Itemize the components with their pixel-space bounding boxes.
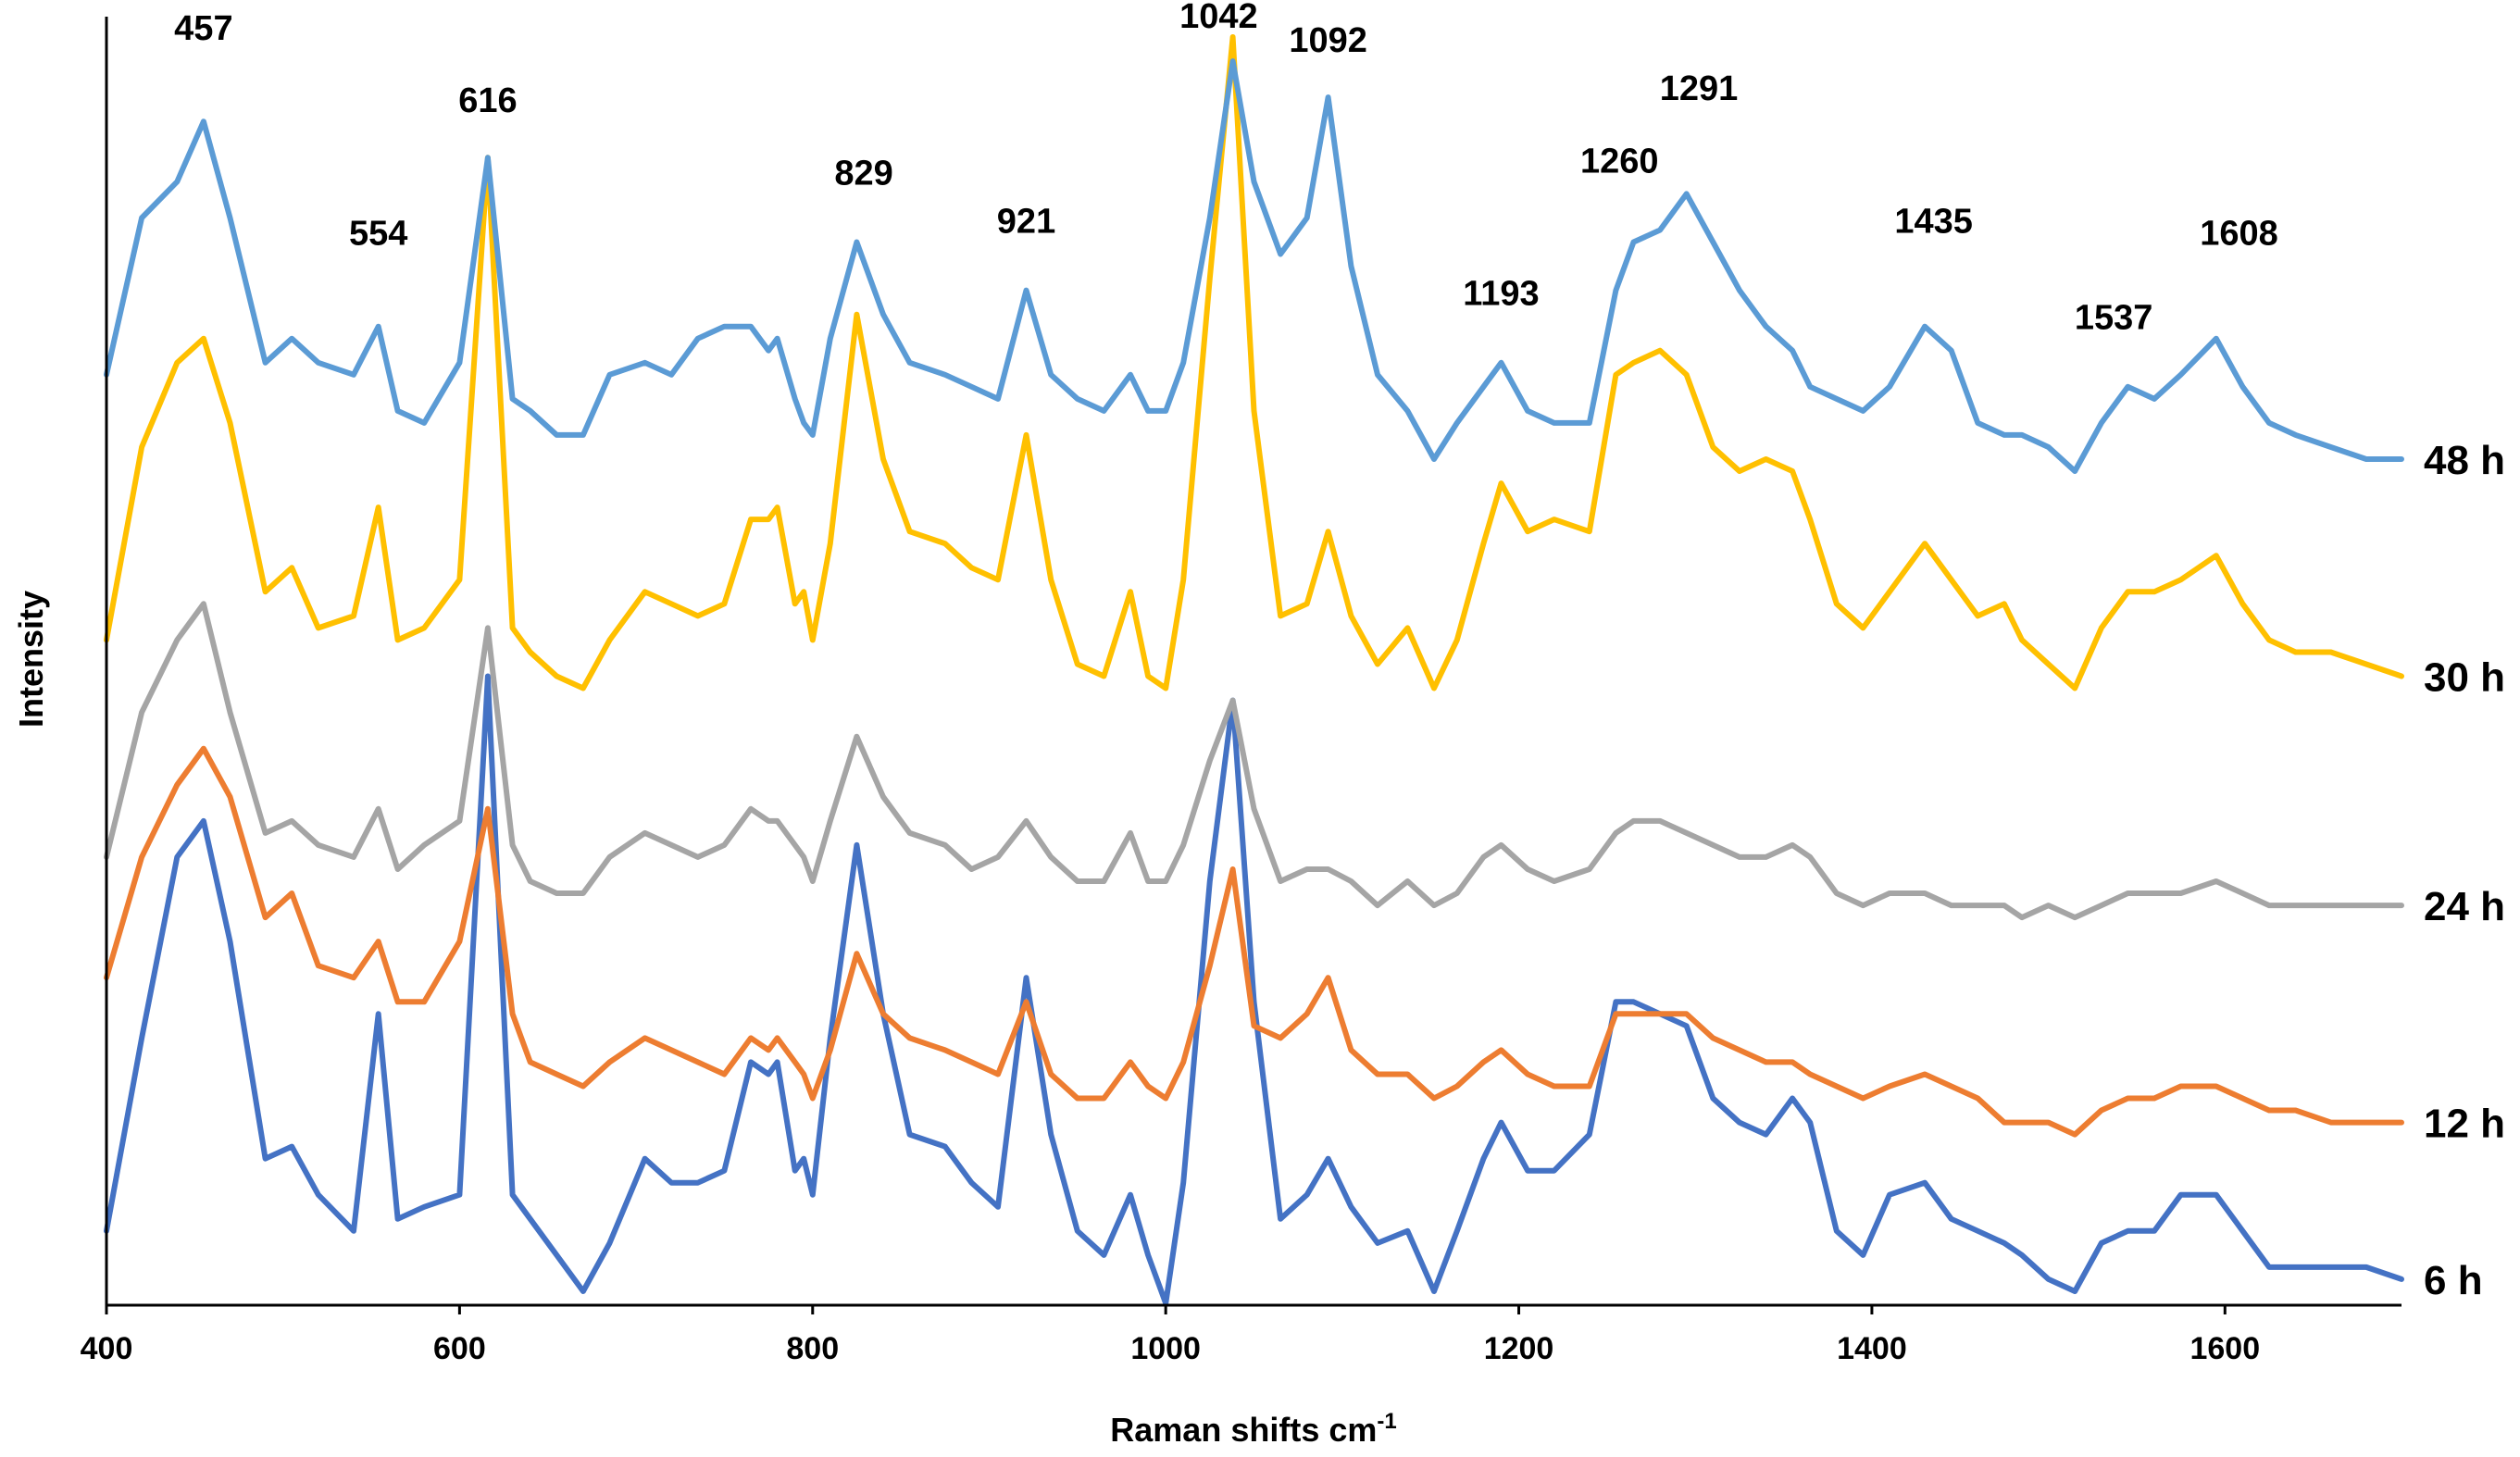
series-label: 48 h (2424, 438, 2505, 483)
x-tick-label: 600 (433, 1331, 486, 1366)
peak-label: 457 (174, 9, 232, 48)
peak-label: 1193 (1463, 275, 1539, 314)
x-tick-label: 1600 (2189, 1331, 2260, 1366)
series-label: 6 h (2424, 1258, 2483, 1303)
peak-label: 1608 (2200, 215, 2278, 254)
peak-label: 616 (458, 81, 517, 120)
x-tick-layer: 400 600 800 1000 1200 1400 1600 (81, 1305, 2260, 1366)
x-tick-label: 800 (786, 1331, 839, 1366)
peak-label: 829 (834, 154, 892, 193)
series-line-24h (104, 601, 2404, 921)
x-tick-label: 1400 (1837, 1331, 1907, 1366)
x-tick-label: 1200 (1484, 1331, 1554, 1366)
peak-label: 554 (349, 215, 407, 254)
peak-label: 1291 (1660, 69, 1739, 108)
peak-label: 1260 (1580, 142, 1659, 181)
series-line-12h (104, 745, 2404, 1138)
series-label: 12 h (2424, 1102, 2505, 1147)
x-axis-title: Raman shifts cm-1 (1110, 1409, 1396, 1449)
series-label: 24 h (2424, 884, 2505, 929)
x-tick-label: 1000 (1130, 1331, 1201, 1366)
peak-label: 1042 (1179, 0, 1258, 36)
y-axis-title: Intensity (12, 591, 50, 728)
series-line-6h (104, 673, 2404, 1306)
series-label-layer: 6 h 12 h 24 h 30 h 48 h (2424, 438, 2505, 1303)
peak-label: 1435 (1894, 202, 1973, 241)
series-line-30h (104, 34, 2404, 691)
series-layer (104, 34, 2404, 1306)
peak-label: 1092 (1289, 21, 1367, 60)
series-label: 30 h (2424, 655, 2505, 701)
peak-label: 921 (997, 202, 1055, 241)
x-tick-label: 400 (81, 1331, 133, 1366)
peak-label: 1537 (2075, 299, 2153, 338)
series-line-48h (104, 58, 2404, 474)
